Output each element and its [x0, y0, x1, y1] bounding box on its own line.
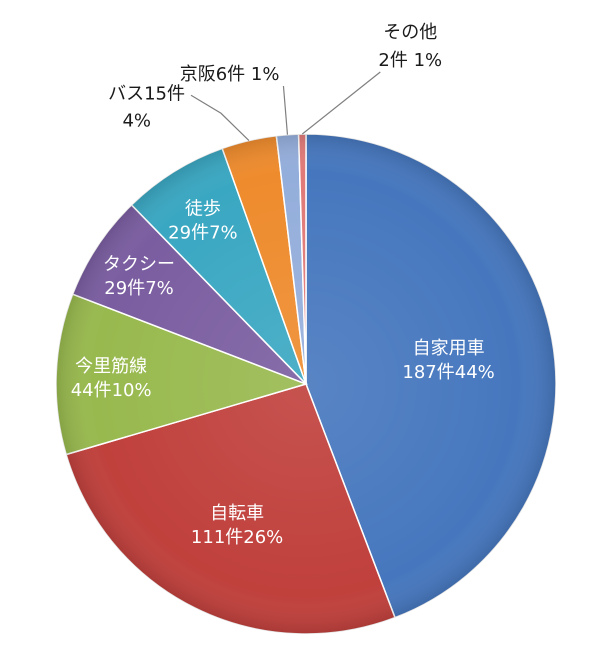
slice-4-value-label: 29件7% [104, 278, 173, 299]
slice-3-name-label: 今里筋線 [75, 356, 147, 377]
slice-5-value-label: 29件7% [168, 222, 237, 243]
slice-labels: 自家用車 187件44% 自転車 111件26% 今里筋線 44件10% タクシー 29件7%… [71, 22, 495, 548]
slice-6-value-label: 4% [122, 110, 151, 131]
slice-3-value-label: 44件10% [71, 380, 152, 401]
slice-7-label: 京阪6件 1% [180, 64, 280, 85]
slice-6-leader-line [190, 94, 250, 142]
slice-6-name-label: バス15件 [108, 83, 185, 104]
leader-lines [190, 71, 381, 142]
slice-8-name-label: その他 [383, 22, 437, 43]
slice-7-leader-line [282, 85, 289, 135]
slice-5-name-label: 徒歩 [185, 198, 221, 219]
slice-1-value-label: 187件44% [402, 362, 494, 383]
slice-8-leader-line [301, 71, 381, 135]
slice-2-name-label: 自転車 [210, 503, 264, 524]
slice-1-name-label: 自家用車 [413, 338, 485, 359]
slice-2-value-label: 111件26% [191, 527, 283, 548]
slice-4-name-label: タクシー [103, 254, 175, 275]
slice-8-value-label: 2件 1% [378, 50, 442, 71]
